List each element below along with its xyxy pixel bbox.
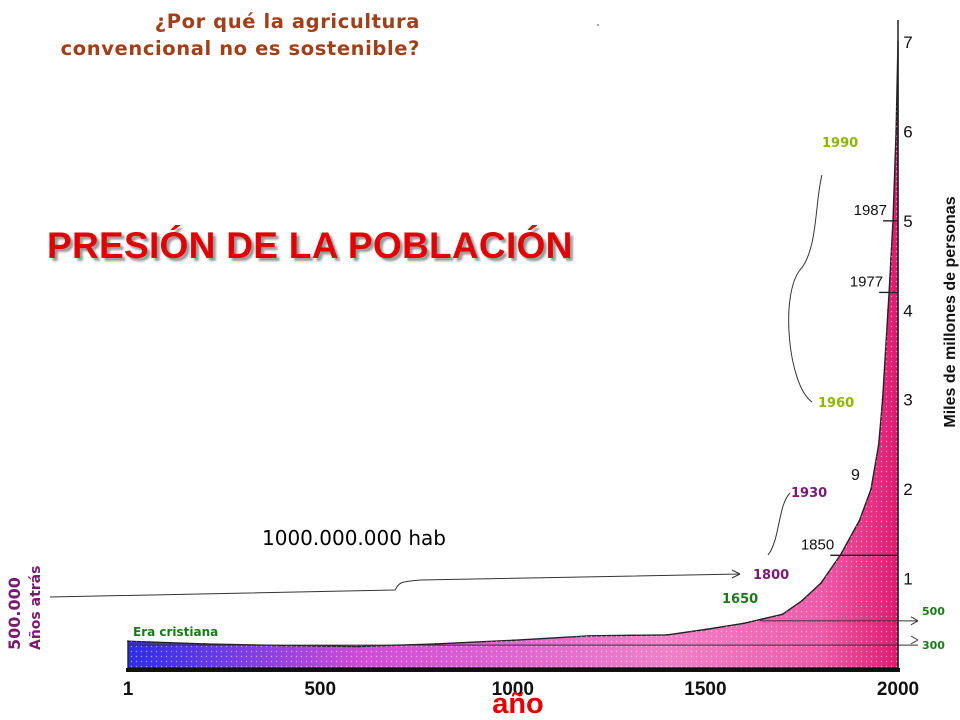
label-1650: 1650 [722,592,758,607]
label-500: 500 [922,605,945,618]
years-ago-value: 500.000 [5,577,24,650]
arrow-500 [910,616,919,626]
data-point [588,634,591,637]
headline: PRESIÓN DE LA POBLACIÓN [47,225,573,266]
bracket-1960-1990 [788,174,823,403]
population-label: 1000.000.000 hab [262,526,446,550]
data-point [127,640,129,643]
data-point [743,622,745,625]
label-9: 9 [851,467,860,484]
spike-shading [894,42,898,168]
y-tick-label: 5 [903,212,912,231]
milestone-label: 1987 [854,202,887,219]
label-1800: 1800 [753,568,789,583]
data-point [357,645,360,648]
label-1990: 1990 [822,136,858,151]
data-point [704,628,707,631]
y-axis-label: Miles de millones de personas [942,196,959,427]
data-point [870,488,872,491]
y-tick-label: 4 [903,301,912,320]
data-point [511,639,514,642]
data-point [881,398,884,401]
milestone-label: 1977 [850,273,883,290]
years-ago-text: Años atrás [28,566,44,650]
x-tick-label: 500 [304,679,336,700]
y-tick-label: 2 [903,480,912,499]
x-axis-line [126,668,900,672]
label-1960: 1960 [818,396,854,411]
data-point [203,642,206,645]
x-axis-label: año [492,688,544,720]
question-line-2: convencional no es sostenible? [60,37,420,60]
y-tick-label: 6 [903,122,912,141]
population-area-texture [128,42,898,668]
question-title: ¿Por qué la agricultura convencional no … [8,8,420,62]
bracket-1800-1930 [767,492,791,556]
y-tick-label: 1 [903,570,912,589]
y-tick-label: 7 [903,33,912,52]
data-point [858,519,861,522]
x-tick-label: 1500 [684,679,726,700]
x-tick-label: 1000 [492,679,534,700]
arrow-head [731,569,741,579]
x-tick-label: 2000 [877,679,919,700]
data-point [781,613,784,616]
y-tick-label: 3 [903,391,912,410]
arrow-300 [910,635,919,645]
label-era-cristiana: Era cristiana [133,625,218,639]
data-point [762,617,765,620]
data-point [887,309,889,312]
stray-dot [597,24,599,26]
label-1930: 1930 [791,486,827,501]
data-point [820,582,822,584]
data-point [800,600,803,602]
years-ago-label: 500.000 Años atrás [5,566,44,650]
x-tick-label: 1 [123,679,134,700]
data-point [665,634,668,636]
data-point [877,443,880,446]
question-line-1: ¿Por qué la agricultura [154,10,420,33]
data-point [434,642,437,645]
milestone-label: 1850 [801,536,834,553]
label-300: 300 [922,639,945,652]
arrow-line [49,573,741,598]
